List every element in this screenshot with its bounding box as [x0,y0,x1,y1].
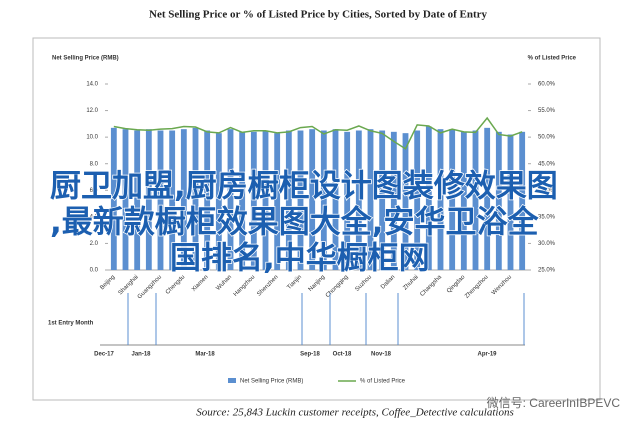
timeline-label: Dec-17 [94,352,114,358]
bar [227,129,234,270]
bar [460,131,467,270]
x-tick-label: Chengdu [165,274,186,295]
y-axis-label: Net Selling Price (RMB) [52,56,119,62]
bar [262,130,269,270]
bar [472,130,479,270]
line [113,116,523,150]
legend-label: % of Listed Price [360,379,406,385]
bar [484,127,491,270]
x-tick-label: Qingdao [446,274,467,295]
x-tick-label: Zhuhai [402,274,419,291]
bar [250,131,257,270]
bar [402,133,409,270]
y2-tick-label: 55.0% [538,108,556,114]
y-tick-label: 0.0 [90,268,99,274]
chart-frame [32,37,601,401]
y2-tick-label: 25.0% [538,268,556,274]
bar [495,131,502,270]
y-tick-label: 14.0 [86,82,98,88]
bar [309,129,316,270]
bar [379,130,386,270]
bar [145,129,152,270]
timeline-label: Nov-18 [371,352,392,358]
bar [215,133,222,270]
x-tick-label: Hangzhou [233,274,257,298]
bar [285,130,292,270]
y-tick-label: 12.0 [86,108,98,114]
bar [192,127,199,270]
x-tick-label: Shenzhen [256,274,279,297]
bar [134,130,141,270]
timeline-label: Mar-18 [195,352,215,358]
x-tick-label: Shanghai [118,274,140,296]
x-tick-label: Wuhan [215,274,233,292]
y2-axis-label: % of Listed Price [528,56,577,62]
bar [204,130,211,270]
bar [507,134,514,270]
y-tick-label: 10.0 [86,135,98,141]
bar [425,126,432,270]
bar [449,129,456,270]
x-tick-label: Chongqing [325,274,350,299]
source: Source: 25,843 Luckin customer receipts,… [196,407,514,419]
y-tick-label: 2.0 [90,241,99,247]
legend-label: Net Selling Price (RMB) [240,379,303,385]
bar [157,130,164,270]
x-tick-label: Tianjin [286,274,303,291]
bar [110,127,117,270]
bar [274,133,281,270]
timeline-label: Sep-18 [300,352,320,358]
overlay-text: 国排名,中华橱柜网 [170,241,430,277]
x-tick-label: Changsha [419,274,443,298]
bar [297,130,304,270]
bar [239,131,246,270]
chart-title: Net Selling Price or % of Listed Price b… [149,9,487,21]
bar [390,131,397,270]
timeline-label: Apr-19 [477,352,497,358]
timeline-label: Oct-18 [333,352,352,358]
y-tick-label: 6.0 [90,188,99,194]
bar [437,129,444,270]
x-tick-label: Zhengzhou [464,274,489,299]
overlay-text: ,最新款橱柜效果图大全,安华卫浴全 [50,205,540,241]
x-tick-label: Suzhou [354,274,373,293]
bar [332,129,339,270]
legend-bar [228,378,236,383]
bar [355,130,362,270]
overlay-text: 厨卫加盟,厨房橱柜设计图装修效果图 [50,169,558,205]
timeline-title: 1st Entry Month [48,321,94,327]
y2-tick-label: 60.0% [538,82,556,88]
y-tick-label: 8.0 [90,161,99,167]
timeline-label: Jan-18 [131,352,151,358]
bar [344,131,351,270]
watermark: 微信号: CareerInIBPEVC [487,396,621,410]
y2-tick-label: 40.0% [538,188,556,194]
bar [519,131,526,270]
x-tick-label: Xiamen [191,274,210,293]
y-tick-label: 4.0 [90,214,99,220]
bar [367,129,374,270]
x-tick-label: Wenzhou [491,274,513,296]
bar [169,130,176,270]
y2-tick-label: 35.0% [538,214,556,220]
bar [414,130,421,270]
bar [180,129,187,270]
bar [122,129,129,270]
x-tick-label: Dalian [380,274,396,290]
y2-tick-label: 50.0% [538,135,556,141]
x-tick-label: Nanjing [308,274,327,293]
x-tick-label: Beijing [99,274,116,291]
y2-tick-label: 30.0% [538,241,556,247]
x-tick-label: Guangzhou [137,274,163,300]
y2-tick-label: 45.0% [538,161,556,167]
bar [320,130,327,270]
